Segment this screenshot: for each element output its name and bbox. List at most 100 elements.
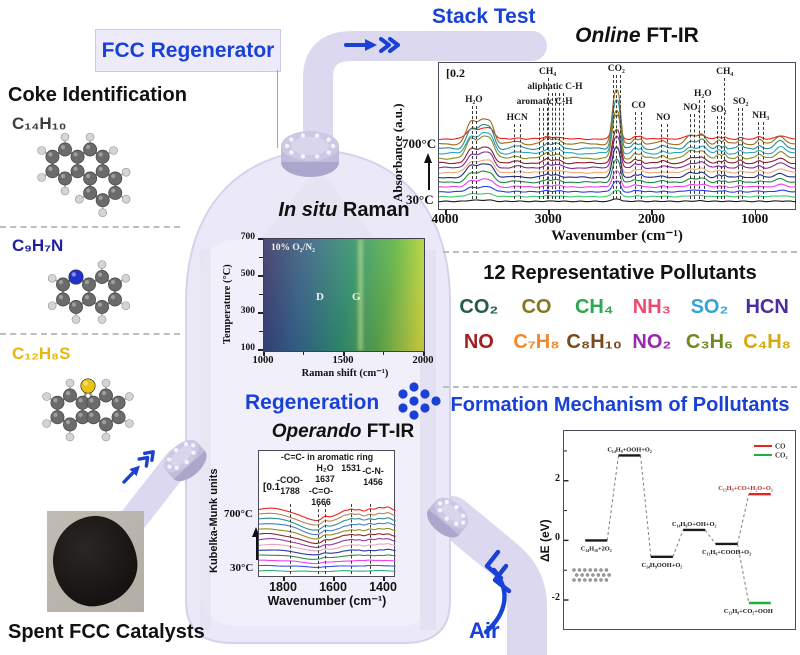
peak-marker-line — [472, 106, 474, 199]
peak-marker-line — [612, 75, 614, 199]
vessel-wall-shade-left — [200, 250, 211, 630]
peak-marker-line — [666, 124, 668, 199]
pollutants-title: 12 Representative Pollutants — [483, 262, 757, 284]
y-tick-label: 500 — [240, 269, 255, 279]
air-arrow-icon — [483, 549, 512, 635]
svg-text:C₁₄H₁₀+2O₂: C₁₄H₁₀+2O₂ — [581, 545, 612, 552]
pollutant-formula: CH₄ — [574, 296, 614, 318]
online-rest: FT-IR — [640, 24, 699, 47]
x-tick — [548, 210, 550, 215]
y-tick-label: 700 — [240, 232, 255, 242]
right-flange-icon — [426, 497, 469, 538]
operando-x-axis-label: Wavenumber (cm⁻¹) — [267, 594, 387, 608]
peak-marker-line — [619, 75, 621, 199]
x-tick-label: 1500 — [332, 355, 354, 366]
peak-marker-line — [519, 124, 521, 199]
peak-label: CH₄ — [539, 67, 557, 77]
raman-g-band-streak — [358, 239, 364, 351]
pollutant-formula: C₇H₈ — [513, 331, 560, 353]
online-temp-low: 30°C — [406, 192, 434, 207]
dibenzothiophene-molecule — [42, 378, 134, 442]
y-tick — [258, 238, 263, 240]
peak-label: HCN — [506, 113, 528, 123]
energy-y-axis-label: ΔE (eV) — [538, 519, 552, 562]
x-tick-label: 2000 — [637, 211, 665, 226]
svg-text:CO: CO — [775, 443, 786, 451]
peak-marker-line — [514, 124, 516, 199]
peak-marker-line — [693, 114, 695, 199]
fcc-regenerator-label: FCC Regenerator — [95, 29, 281, 72]
regeneration-label: Regeneration — [245, 391, 380, 414]
peak-marker-line — [476, 106, 478, 199]
x-tick — [651, 210, 653, 215]
peak-marker-line — [704, 100, 706, 199]
peak-marker-line — [543, 108, 545, 199]
x-minor-tick — [383, 352, 385, 355]
air-pipe — [432, 496, 547, 655]
x-tick — [445, 210, 447, 215]
catalyst-powder-blob — [48, 511, 142, 611]
operando-y-axis-label: Kubelka-Munk units — [208, 468, 220, 573]
operando-ftir-title: Operando FT-IR — [248, 421, 438, 443]
online-ftir-title: Online FT-IR — [537, 24, 737, 48]
peak-marker-line — [559, 93, 561, 199]
peak-label: 1531 — [341, 463, 361, 473]
peak-label: aromatic C-H — [516, 97, 573, 107]
x-tick — [383, 577, 385, 581]
raman-g-label: G — [352, 291, 361, 303]
pollutant-formula: HCN — [745, 296, 789, 318]
pollutant-formula: NO₂ — [632, 331, 672, 353]
svg-text:C₁₃H₉+CO+H₂O+O₂: C₁₃H₉+CO+H₂O+O₂ — [718, 485, 773, 492]
svg-text:C₁₃H₉+COOH+O₂: C₁₃H₉+COOH+O₂ — [702, 549, 751, 556]
raman-d-label: D — [316, 291, 324, 303]
online-x-axis-label: Wavenumber (cm⁻¹) — [551, 228, 683, 244]
raman-y-axis-label: Temperature (°C) — [222, 264, 233, 344]
y-tick — [258, 275, 263, 277]
separator — [443, 386, 797, 388]
formation-title: Formation Mechanism of Pollutants — [450, 394, 790, 416]
peak-marker-line — [551, 93, 553, 199]
separator — [0, 333, 180, 335]
svg-text:CO₂: CO₂ — [775, 452, 788, 460]
pollutant-formula: C₃H₆ — [685, 331, 734, 353]
operando-temp-low: 30°C — [230, 562, 254, 574]
raman-annotation: 10% O₂/N₂ — [271, 243, 315, 253]
peak-marker-line — [720, 116, 722, 199]
peak-label: H₂O — [465, 95, 483, 105]
left-flange-icon — [164, 439, 207, 482]
peak-marker-line — [547, 78, 549, 199]
x-tick — [423, 352, 425, 356]
peak-label: -C=O- — [308, 486, 334, 496]
x-tick-label: 2000 — [412, 355, 434, 366]
energy-y-tick-label: -2 — [551, 592, 560, 604]
insitu-raman-title: In situ Raman — [244, 199, 444, 222]
peak-marker-line — [317, 504, 319, 574]
stack-test-label: Stack Test — [432, 5, 536, 28]
peak-label: NO₂ — [683, 103, 701, 113]
stack-arrow-icon — [344, 37, 400, 53]
raman-x-axis-label: Raman shift (cm⁻¹) — [301, 368, 389, 379]
peak-marker-line — [324, 504, 326, 574]
y-tick-label: 300 — [240, 306, 255, 316]
energy-diagram: C₁₄H₁₀+2O₂ C₁₄H₉+OOH+O₂ C₁₄H₉OOH+O₂ C₁₄H₉O+… — [563, 430, 796, 630]
operando-rest: FT-IR — [361, 421, 415, 442]
peak-marker-line — [742, 108, 744, 199]
pollutant-formula: NH₃ — [632, 296, 671, 318]
peak-marker-line — [716, 116, 718, 199]
pollutant-formula: C₈H₁₀ — [566, 331, 622, 353]
x-tick-label: 1000 — [741, 211, 769, 226]
peak-label: 1666 — [311, 497, 331, 507]
x-tick-label: 1000 — [252, 355, 274, 366]
peak-label: -C=C- in aromatic ring — [280, 452, 374, 462]
x-tick — [283, 577, 285, 581]
fcc-regenerator-text: FCC Regenerator — [101, 38, 275, 62]
formula-c14h10: C₁₄H₁₀ — [12, 114, 67, 133]
peak-label: NH₃ — [752, 111, 770, 121]
x-tick — [333, 577, 335, 581]
insitu-rest: Raman — [337, 199, 410, 221]
leader-line — [277, 70, 278, 148]
raman-heatmap: 10% O₂/N₂ D G — [263, 238, 425, 352]
x-tick-label: 1600 — [319, 580, 347, 594]
peak-marker-line — [641, 112, 643, 199]
operando-temp-high: 700°C — [224, 508, 253, 520]
